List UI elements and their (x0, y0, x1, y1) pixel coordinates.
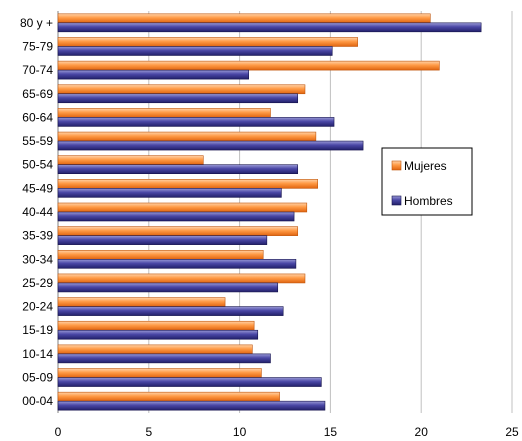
bar-hombres (57, 400, 326, 411)
category-label: 15-19 (22, 323, 53, 337)
legend-label-mujeres: Mujeres (404, 159, 447, 173)
bar-hombres (57, 258, 297, 269)
bar-mujeres (57, 60, 440, 71)
bar-mujeres (57, 344, 253, 355)
category-label: 40-44 (22, 205, 53, 219)
category-label: 50-54 (22, 158, 53, 172)
bar-hombres (57, 377, 322, 387)
bar-mujeres (57, 84, 306, 95)
bar-hombres (57, 22, 482, 33)
bar-hombres (57, 306, 284, 316)
category-label: 00-04 (22, 394, 53, 408)
legend: Mujeres Hombres (381, 147, 473, 216)
bar-mujeres (57, 249, 264, 260)
x-tick-label: 10 (233, 425, 247, 439)
category-label: 35-39 (22, 229, 53, 243)
bar-hombres (57, 69, 249, 80)
bar-hombres (57, 353, 271, 364)
bar-hombres (57, 235, 268, 245)
bar-mujeres (57, 202, 308, 213)
category-label: 80 y + (20, 16, 53, 30)
bar-mujeres (57, 320, 255, 331)
bar-hombres (57, 329, 259, 340)
bar-hombres (57, 282, 279, 293)
bar-mujeres (57, 179, 318, 189)
bar-mujeres (57, 368, 262, 378)
bar-mujeres (57, 297, 226, 307)
bar-hombres (57, 93, 299, 104)
bar-hombres (57, 164, 299, 175)
category-labels: 80 y + 75-79 70-74 65-69 60-64 55-59 50-54 45-4… (20, 16, 53, 408)
x-tick-label: 20 (415, 425, 429, 439)
bar-mujeres (57, 37, 358, 47)
legend-label-hombres: Hombres (404, 194, 453, 208)
bar-hombres (57, 46, 333, 56)
x-tick-label: 15 (324, 425, 338, 439)
x-tick-label: 5 (145, 425, 152, 439)
bar-mujeres (57, 108, 271, 118)
bar-mujeres (57, 391, 280, 402)
category-label: 45-49 (22, 181, 53, 195)
bars (57, 13, 482, 411)
category-label: 55-59 (22, 134, 53, 148)
bar-hombres (57, 211, 295, 222)
category-label: 25-29 (22, 276, 53, 290)
category-label: 75-79 (22, 39, 53, 53)
bar-hombres (57, 188, 282, 198)
category-label: 05-09 (22, 371, 53, 385)
category-label: 10-14 (22, 347, 53, 361)
x-tick-label: 25 (505, 425, 519, 439)
category-label: 20-24 (22, 300, 53, 314)
bar-mujeres (57, 131, 317, 142)
x-axis-tick-labels: 0 5 10 15 20 25 (55, 425, 519, 439)
category-label: 65-69 (22, 87, 53, 101)
legend-swatch-hombres (391, 195, 402, 206)
bar-mujeres (57, 226, 299, 236)
bar-mujeres (57, 273, 306, 284)
bar-hombres (57, 117, 335, 127)
bar-mujeres (57, 155, 204, 166)
category-label: 30-34 (22, 252, 53, 266)
category-label: 60-64 (22, 110, 53, 124)
x-tick-label: 0 (55, 425, 62, 439)
bar-mujeres (57, 13, 431, 24)
category-label: 70-74 (22, 63, 53, 77)
legend-swatch-mujeres (391, 160, 402, 171)
bar-hombres (57, 140, 364, 151)
